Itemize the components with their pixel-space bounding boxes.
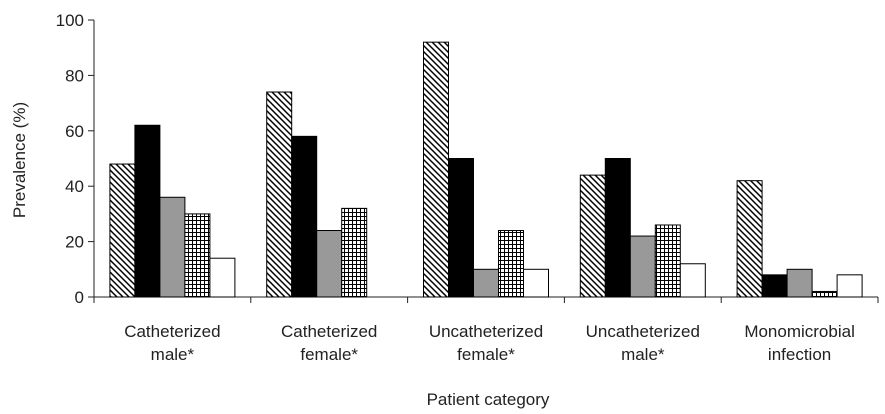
bar-gray-1 — [316, 230, 343, 298]
bars — [109, 41, 863, 298]
bar-white-4 — [836, 274, 863, 298]
bar-white-0 — [209, 257, 236, 298]
category-label: female* — [457, 345, 515, 364]
category-label: male* — [151, 345, 195, 364]
bar-crosshatch-1 — [341, 207, 368, 298]
bar-black-2 — [448, 158, 474, 298]
bar-black-0 — [134, 124, 161, 298]
bar-white-2 — [523, 268, 549, 298]
y-tick-label: 80 — [65, 66, 84, 85]
bar-black-4 — [761, 274, 788, 298]
category-labels: Catheterized male* Catheterized female* Unca… — [124, 322, 855, 364]
bar-black-3 — [604, 158, 631, 298]
bar-white-3 — [679, 263, 706, 298]
bar-gray-3 — [629, 235, 656, 298]
category-label: Monomicrobial — [744, 322, 855, 341]
bar-diagonal-hatch-0 — [109, 163, 136, 298]
category-label: Catheterized — [281, 322, 377, 341]
category-label: Uncatheterized — [429, 322, 543, 341]
category-label: Uncatheterized — [586, 322, 700, 341]
bar-diagonal-hatch-1 — [266, 91, 293, 298]
category-label: infection — [768, 345, 831, 364]
bar-crosshatch-2 — [498, 230, 524, 298]
bar-crosshatch-4 — [811, 290, 838, 298]
y-tick-label: 0 — [75, 288, 84, 307]
y-tick-label: 60 — [65, 122, 84, 141]
x-axis — [93, 296, 879, 303]
category-label: female* — [300, 345, 358, 364]
bar-gray-2 — [473, 268, 499, 298]
bar-diagonal-hatch-3 — [579, 174, 606, 298]
y-axis: 0 20 40 60 80 100 — [56, 11, 95, 307]
y-tick-label: 100 — [56, 11, 84, 30]
bar-crosshatch-0 — [184, 213, 211, 298]
bar-diagonal-hatch-4 — [736, 180, 763, 298]
bar-gray-0 — [159, 196, 186, 298]
category-label: Catheterized — [124, 322, 220, 341]
y-tick-label: 20 — [65, 233, 84, 252]
y-axis-title: Prevalence (%) — [10, 102, 29, 218]
bar-diagonal-hatch-2 — [423, 41, 449, 298]
category-label: male* — [621, 345, 665, 364]
x-axis-title: Patient category — [427, 390, 550, 409]
bar-gray-4 — [786, 268, 813, 298]
bar-crosshatch-3 — [654, 224, 681, 298]
y-tick-label: 40 — [65, 177, 84, 196]
bar-black-1 — [291, 135, 318, 298]
